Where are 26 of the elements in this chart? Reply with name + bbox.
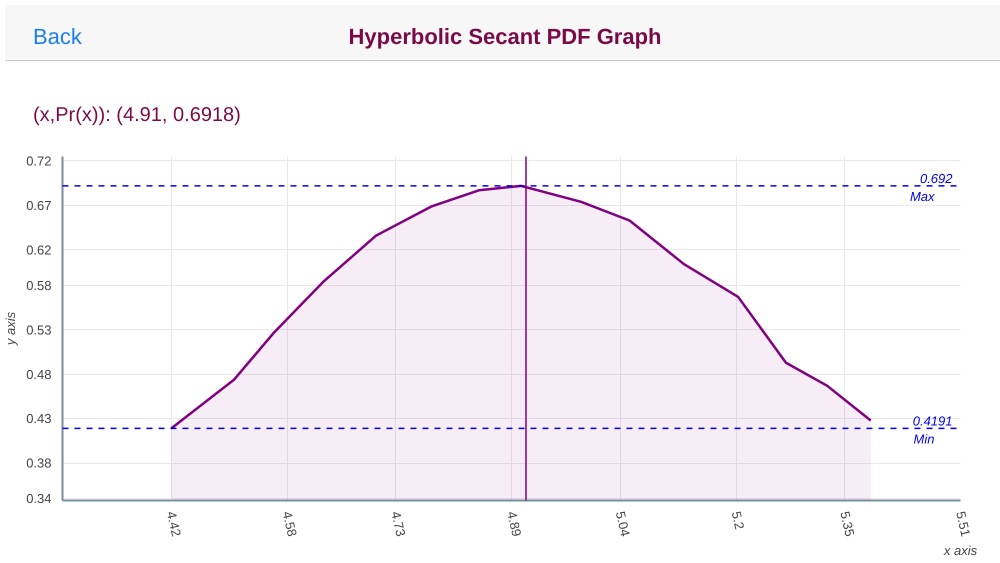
x-tick-label: 5.35 <box>837 510 858 538</box>
x-axis-title: x axis <box>942 543 978 558</box>
text: (x,Pr(x)): (4.91, 0.6918) <box>32 103 241 128</box>
y-tick-label: 0.58 <box>26 278 52 293</box>
ref-line-label: 0.4191 <box>912 413 953 428</box>
ref-line-label: 0.692 <box>920 170 954 186</box>
chart-title: Hyperbolic Secant PDF Graph <box>348 24 662 49</box>
x-tick-label: 5.2 <box>728 510 748 531</box>
y-tick-label: 0.38 <box>26 456 52 471</box>
x-tick-label: 5.04 <box>612 510 633 538</box>
x-tick-label: 4.58 <box>280 510 300 538</box>
x-tick-label: 5.51 <box>953 510 974 538</box>
y-tick-label: 0.34 <box>26 491 52 506</box>
y-tick-label: 0.67 <box>26 198 52 213</box>
x-tick-label: 4.42 <box>164 510 184 538</box>
y-axis-title: y axis <box>3 311 18 346</box>
y-tick-label: 0.43 <box>26 411 52 426</box>
annotation: Max <box>910 188 935 204</box>
y-tick-label: 0.72 <box>26 153 52 168</box>
x-tick-label: 4.89 <box>504 510 524 538</box>
y-tick-label: 0.48 <box>26 366 52 382</box>
text: Back <box>33 23 82 51</box>
y-tick-label: 0.53 <box>26 322 52 338</box>
y-tick-label: 0.62 <box>26 242 52 258</box>
annotation: Min <box>914 431 935 446</box>
x-tick-label: 4.73 <box>388 510 408 538</box>
